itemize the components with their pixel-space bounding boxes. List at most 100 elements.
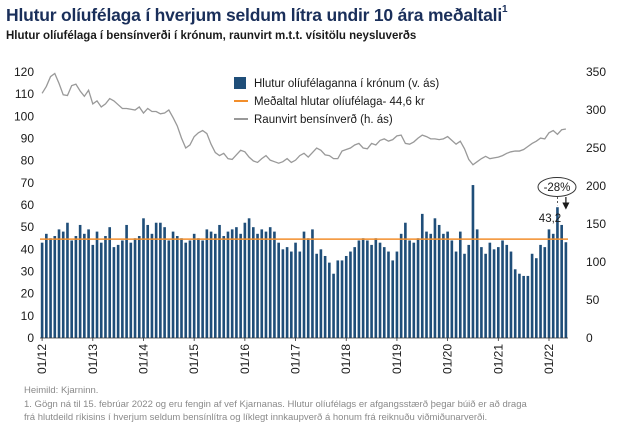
bar <box>370 244 373 338</box>
bar <box>218 224 221 338</box>
bar <box>564 242 568 338</box>
bar <box>378 242 382 338</box>
bar <box>551 233 555 338</box>
bar <box>87 229 90 338</box>
bar <box>95 231 99 338</box>
bar <box>40 242 44 338</box>
bar <box>247 218 251 338</box>
bar <box>454 251 458 338</box>
footer-note-line-1: 1. Gögn ná til 15. febrúar 2022 og eru f… <box>24 399 527 410</box>
chart-subtitle: Hlutur olíufélaga í bensínverði í krónum… <box>6 30 417 42</box>
bar <box>268 227 272 338</box>
bar <box>53 236 57 338</box>
bar <box>560 224 563 338</box>
bar <box>530 253 534 338</box>
bar <box>137 236 141 338</box>
left-tick-label: 30 <box>21 265 35 279</box>
bar <box>112 247 116 338</box>
bar <box>543 247 547 338</box>
x-tick-label: 01/19 <box>390 344 404 374</box>
legend-swatch-bars <box>234 77 246 89</box>
left-tick-label: 10 <box>21 309 35 323</box>
legend: Hlutur olíufélaganna í krónum (v. ás) Með… <box>234 77 439 126</box>
bar <box>539 244 542 338</box>
bar <box>344 255 348 338</box>
bar <box>387 251 390 338</box>
bar <box>522 275 525 338</box>
bar <box>294 242 297 338</box>
footer-note-line-2: frá hlutdeild ríkisins í hverjum seldum … <box>24 412 488 423</box>
bar <box>290 251 293 338</box>
bar <box>336 260 340 338</box>
bar <box>150 233 154 338</box>
bar <box>116 244 120 338</box>
bar <box>180 238 183 338</box>
bar <box>83 233 86 338</box>
x-tick-label: 01/16 <box>238 344 252 374</box>
legend-label-bars: Hlutur olíufélaganna í krónum (v. ás) <box>254 78 439 90</box>
change-label: -28% <box>544 182 571 194</box>
bar <box>395 251 399 338</box>
left-tick-label: 70 <box>21 176 35 190</box>
x-tick-label: 01/22 <box>542 344 556 374</box>
bar <box>235 227 238 338</box>
legend-label-average: Meðaltal hlutar olíufélaga- 44,6 kr <box>254 96 425 108</box>
line-series <box>40 72 568 240</box>
x-tick-label: 01/15 <box>187 344 201 374</box>
bar <box>311 229 314 338</box>
bar <box>298 251 302 338</box>
left-tick-label: 0 <box>27 331 34 345</box>
left-tick-label: 60 <box>21 198 35 212</box>
last-value-label: 43,2 <box>539 213 561 225</box>
bar <box>349 251 352 338</box>
footer-source: Heimild: Kjarninn. <box>24 385 99 396</box>
bar <box>488 242 492 338</box>
bar <box>133 238 137 338</box>
right-tick-label: 300 <box>586 103 606 117</box>
left-tick-label: 80 <box>21 154 35 168</box>
bar <box>484 253 487 338</box>
right-tick-label: 250 <box>586 141 606 155</box>
left-tick-label: 100 <box>14 109 34 123</box>
bar <box>420 213 424 338</box>
right-tick-label: 0 <box>586 331 593 345</box>
right-tick-label: 100 <box>586 255 606 269</box>
bar <box>252 227 255 338</box>
bar <box>285 247 289 338</box>
right-tick-label: 200 <box>586 179 606 193</box>
bar <box>425 231 428 338</box>
bar <box>222 236 226 338</box>
bar <box>277 242 280 338</box>
x-tick-label: 01/12 <box>35 344 49 374</box>
left-tick-label: 40 <box>21 242 35 256</box>
bar <box>273 231 276 338</box>
bar <box>104 236 107 338</box>
bar <box>91 244 95 338</box>
bar <box>197 238 200 338</box>
bar <box>496 247 500 338</box>
bar <box>213 233 217 338</box>
bar <box>315 253 318 338</box>
bar <box>226 231 230 338</box>
bar <box>302 231 306 338</box>
bar <box>154 222 158 338</box>
bar <box>61 231 65 338</box>
bar <box>188 240 192 338</box>
bar <box>108 227 112 338</box>
bar <box>243 222 247 338</box>
bar <box>357 240 361 338</box>
right-tick-label: 350 <box>586 65 606 79</box>
bar <box>458 231 462 338</box>
bar <box>416 238 420 338</box>
bar <box>429 233 433 338</box>
price-line <box>41 72 567 166</box>
bar <box>509 251 513 338</box>
x-tick-label: 01/18 <box>339 344 353 374</box>
bar <box>505 244 509 338</box>
bar <box>556 207 559 338</box>
bar <box>171 231 175 338</box>
change-bubble <box>537 177 577 197</box>
x-tick-label: 01/20 <box>441 344 455 374</box>
bar <box>175 236 179 338</box>
